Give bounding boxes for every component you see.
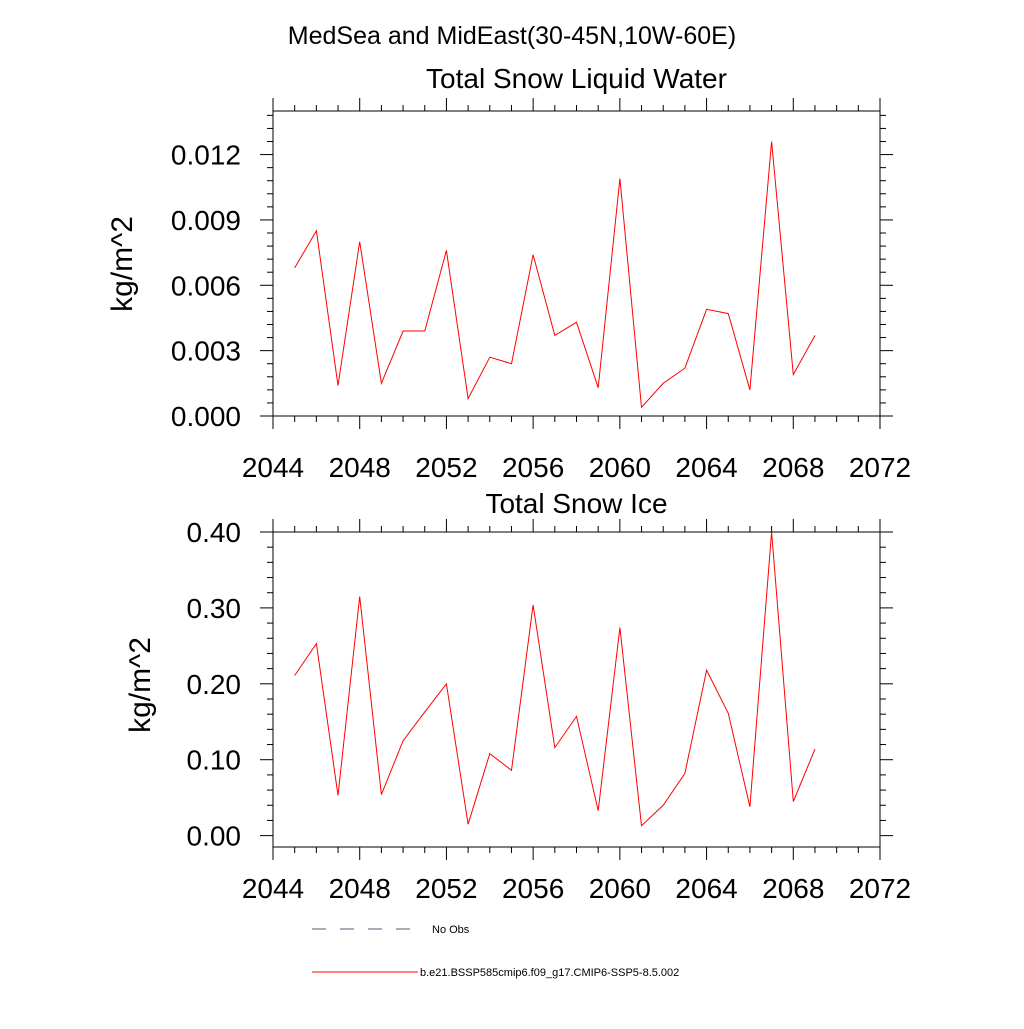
y-tick-label: 0.003 [171,336,241,367]
x-tick-label: 2048 [329,873,391,904]
x-tick-label: 2072 [849,873,911,904]
x-tick-label: 2060 [589,873,651,904]
page-title: MedSea and MidEast(30-45N,10W-60E) [288,22,736,50]
y-tick-label: 0.012 [171,140,241,171]
chart-title: Total Snow Ice [485,488,667,519]
y-tick-label: 0.006 [171,270,241,301]
y-tick-label: 0.00 [187,821,242,852]
panel-snow-ice: Total Snow Ice kg/m^2 2044 2048 2052 2056 2060… [124,488,911,904]
x-tick-label: 2064 [675,452,737,483]
y-axis-label: kg/m^2 [106,216,139,312]
y-tick-label: 0.30 [187,593,242,624]
legend: No Obs b.e21.BSSP585cmip6.f09_g17.CMIP6-… [312,924,679,979]
y-tick-label: 0.009 [171,205,241,236]
x-tick-label: 2056 [502,452,564,483]
x-tick-label: 2048 [329,452,391,483]
plot-frame [272,531,881,848]
x-tick-label: 2068 [762,873,824,904]
x-tick-label: 2044 [242,873,304,904]
x-tick-label: 2044 [242,452,304,483]
chart-title: Total Snow Liquid Water [426,63,727,94]
y-tick-label: 0.10 [187,745,242,776]
x-tick-label: 2052 [415,873,477,904]
x-tick-label: 2068 [762,452,824,483]
x-tick-label: 2056 [502,873,564,904]
series-line [294,141,816,409]
plot-frame [272,110,881,417]
y-tick-label: 0.000 [171,401,241,432]
legend-label-model-run: b.e21.BSSP585cmip6.f09_g17.CMIP6-SSP5-8.… [420,967,679,979]
legend-label-no-obs: No Obs [432,924,470,936]
x-tick-label: 2052 [415,452,477,483]
x-tick-label: 2072 [849,452,911,483]
y-tick-label: 0.20 [187,669,242,700]
panel-snow-liquid-water: Total Snow Liquid Water kg/m^2 2044 2048 205… [106,63,911,483]
series-line [294,531,816,827]
x-tick-label: 2064 [675,873,737,904]
x-tick-label: 2060 [589,452,651,483]
y-axis-label: kg/m^2 [124,637,157,733]
y-tick-label: 0.40 [187,517,242,548]
